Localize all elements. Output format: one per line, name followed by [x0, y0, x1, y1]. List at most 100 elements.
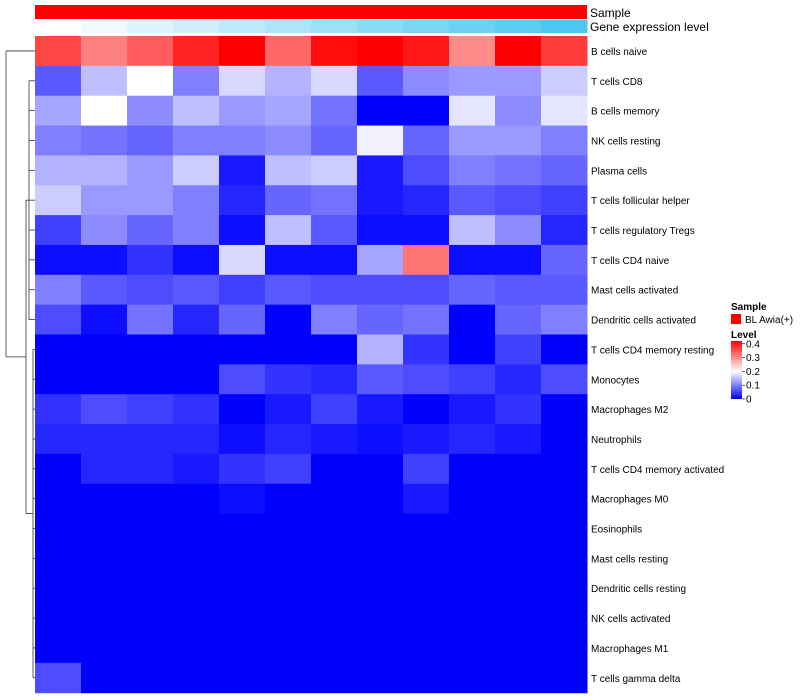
heatmap-cell: [173, 95, 220, 127]
heatmap-cell: [449, 573, 496, 604]
heatmap-cell: [541, 603, 588, 634]
annotation-track-label: Gene expression level: [590, 20, 709, 34]
annotation-track-label: Sample: [590, 6, 631, 20]
heatmap-cell: [219, 633, 266, 664]
heatmap-cell: [127, 543, 174, 574]
row-label: T cells CD4 memory resting: [591, 345, 714, 356]
heatmap-cell: [219, 155, 266, 186]
heatmap-cell: [357, 573, 404, 604]
gene-expression-track-cell: [35, 20, 82, 33]
row-label: B cells naive: [591, 47, 648, 58]
heatmap-cell: [357, 36, 404, 67]
heatmap-cell: [541, 244, 588, 276]
heatmap-cell: [541, 573, 588, 604]
heatmap-cell: [357, 244, 404, 276]
heatmap-cell: [495, 36, 542, 67]
heatmap-cell: [357, 394, 404, 425]
heatmap-cell: [35, 513, 82, 544]
heatmap-cell: [127, 603, 174, 634]
heatmap-cell: [403, 304, 450, 335]
heatmap-cell: [403, 155, 450, 186]
heatmap-cell: [541, 304, 588, 335]
heatmap-cells: [35, 36, 588, 694]
heatmap-cell: [127, 662, 174, 694]
heatmap-cell: [449, 155, 496, 186]
heatmap-cell: [35, 394, 82, 425]
heatmap-cell: [495, 543, 542, 574]
heatmap-cell: [495, 65, 542, 97]
heatmap-cell: [311, 95, 358, 127]
heatmap-cell: [35, 573, 82, 604]
heatmap-cell: [219, 244, 266, 276]
heatmap-cell: [35, 334, 82, 365]
heatmap-cell: [265, 424, 312, 455]
heatmap-cell: [311, 155, 358, 186]
heatmap-cell: [541, 125, 588, 156]
heatmap-cell: [35, 36, 82, 67]
heatmap-cell: [541, 453, 588, 485]
heatmap-cell: [311, 125, 358, 156]
heatmap-cell: [449, 453, 496, 485]
legend-tick-label: 0.2: [746, 367, 760, 378]
heatmap-cell: [403, 185, 450, 216]
heatmap-cell: [541, 662, 588, 694]
gene-expression-track-cell: [357, 20, 404, 33]
heatmap-cell: [495, 394, 542, 425]
heatmap-cell: [173, 125, 220, 156]
row-label: T cells CD8: [591, 77, 643, 88]
heatmap-cell: [127, 65, 174, 97]
heatmap-cell: [495, 364, 542, 395]
heatmap-cell: [495, 662, 542, 694]
heatmap-cell: [219, 483, 266, 515]
heatmap-cell: [357, 274, 404, 306]
heatmap-cell: [265, 244, 312, 276]
heatmap-cell: [357, 633, 404, 664]
heatmap-cell: [81, 603, 128, 634]
heatmap-cell: [81, 215, 128, 246]
gene-expression-track-cell: [81, 20, 128, 33]
heatmap-cell: [219, 394, 266, 425]
heatmap-cell: [81, 95, 128, 127]
heatmap-cell: [81, 274, 128, 306]
heatmap-cell: [81, 185, 128, 216]
heatmap-cell: [127, 364, 174, 395]
heatmap-cell: [357, 453, 404, 485]
heatmap-cell: [311, 424, 358, 455]
heatmap-cell: [357, 513, 404, 544]
heatmap-cell: [265, 483, 312, 515]
heatmap-cell: [403, 244, 450, 276]
row-label: B cells memory: [591, 107, 659, 118]
heatmap-cell: [403, 394, 450, 425]
row-label: T cells regulatory Tregs: [591, 226, 695, 237]
heatmap-cell: [449, 633, 496, 664]
row-label: T cells follicular helper: [591, 196, 690, 207]
heatmap-cell: [35, 483, 82, 515]
heatmap-cell: [403, 543, 450, 574]
heatmap-cell: [127, 334, 174, 365]
row-label: T cells CD4 naive: [591, 256, 670, 267]
heatmap-cell: [265, 65, 312, 97]
row-label: Eosinophils: [591, 525, 642, 536]
heatmap-cell: [173, 185, 220, 216]
gene-expression-track-cell: [403, 20, 450, 33]
heatmap-cell: [127, 125, 174, 156]
heatmap-cell: [357, 424, 404, 455]
heatmap-cell: [449, 603, 496, 634]
heatmap-cell: [541, 543, 588, 574]
heatmap-cell: [403, 424, 450, 455]
heatmap-cell: [357, 215, 404, 246]
heatmap-cell: [495, 334, 542, 365]
heatmap-cell: [403, 662, 450, 694]
heatmap-cell: [219, 364, 266, 395]
heatmap-cell: [35, 95, 82, 127]
row-dendrogram: [5, 50, 35, 679]
heatmap-cell: [127, 185, 174, 216]
heatmap-cell: [403, 36, 450, 67]
heatmap-cell: [311, 394, 358, 425]
heatmap-cell: [219, 95, 266, 127]
heatmap-cell: [495, 155, 542, 186]
heatmap-cell: [35, 603, 82, 634]
heatmap-cell: [541, 334, 588, 365]
heatmap-cell: [311, 334, 358, 365]
heatmap-cell: [219, 543, 266, 574]
